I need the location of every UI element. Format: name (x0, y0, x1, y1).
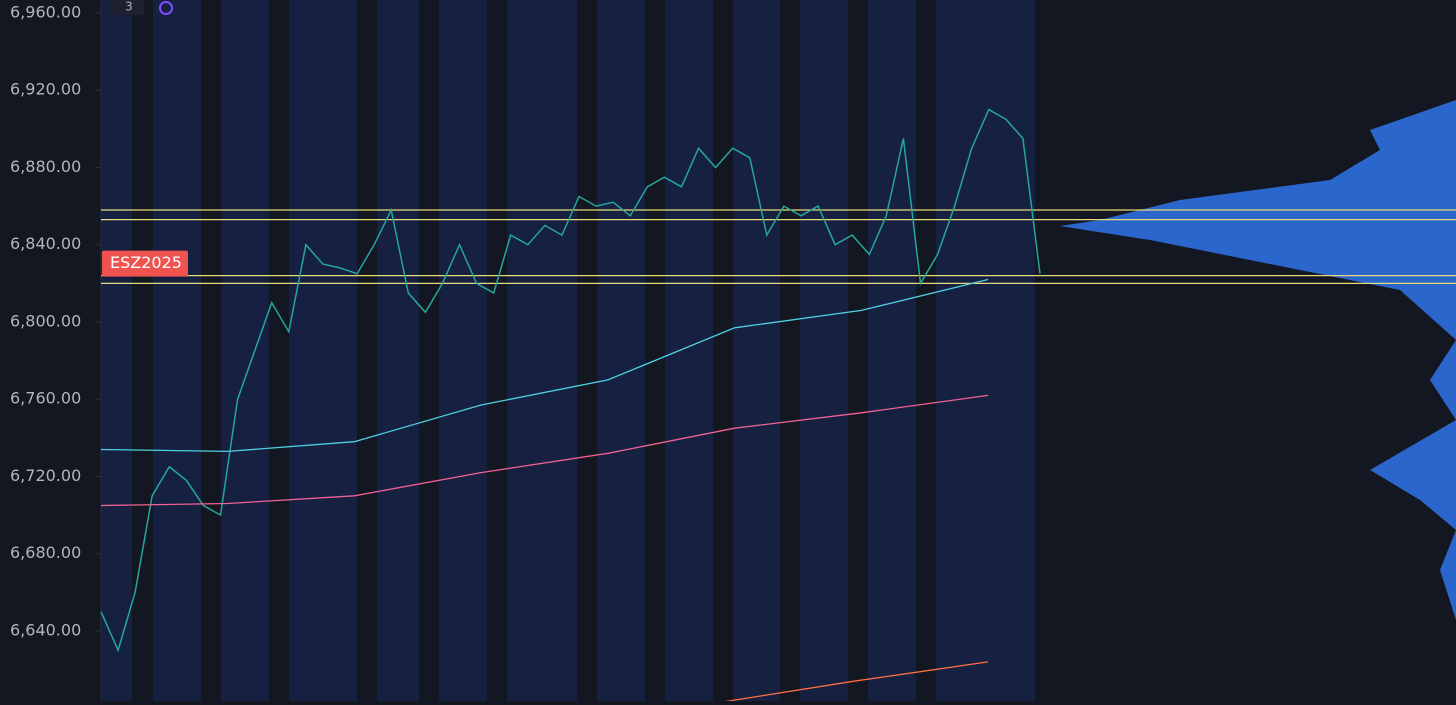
session-band (289, 0, 357, 701)
session-band (221, 0, 269, 701)
y-tick-label: 6,880.00 (10, 157, 81, 176)
series-line (100, 278, 989, 453)
session-band (868, 0, 916, 701)
y-tick-label: 6,760.00 (10, 389, 81, 408)
session-band (597, 0, 645, 701)
session-band (936, 0, 987, 701)
session-band (665, 0, 713, 701)
series-line (719, 661, 989, 704)
y-tick-label: 6,800.00 (10, 311, 81, 330)
y-tick-label: 6,640.00 (10, 620, 81, 639)
symbol-label: ESZ2025 (110, 253, 182, 272)
session-band (377, 0, 419, 701)
session-band (153, 0, 201, 701)
series-line (100, 394, 989, 507)
y-tick-label: 6,840.00 (10, 234, 81, 253)
volume-profile (1060, 100, 1456, 620)
symbol-tag (102, 250, 188, 277)
session-band (800, 0, 848, 701)
y-tick-label: 6,920.00 (10, 80, 81, 99)
session-band (439, 0, 487, 701)
sync-icon[interactable] (159, 1, 173, 15)
badge-count: 3 (125, 0, 133, 14)
y-tick-label: 6,720.00 (10, 466, 81, 485)
session-band (987, 0, 1035, 701)
series-line (100, 108, 1041, 653)
y-tick-label: 6,960.00 (10, 2, 81, 21)
session-band (733, 0, 780, 701)
session-bands (101, 0, 1035, 701)
session-band (101, 0, 132, 701)
y-tick-label: 6,680.00 (10, 543, 81, 562)
badge[interactable] (110, 0, 144, 15)
session-band (507, 0, 577, 701)
